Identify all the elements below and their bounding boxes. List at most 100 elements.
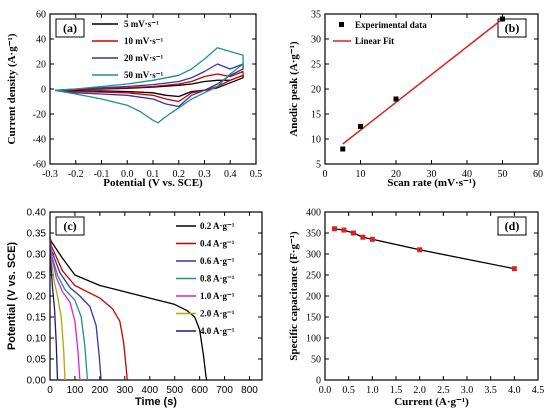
x-tick-label: -0.3 xyxy=(42,169,58,180)
series-line-2 xyxy=(49,237,102,381)
series-line-2 xyxy=(55,63,244,108)
y-tick-label: -40 xyxy=(33,135,46,146)
x-tick-label: 0.0 xyxy=(319,385,332,396)
y-tick-label: 0.00 xyxy=(27,376,47,387)
data-point xyxy=(417,247,423,253)
legend-label: 20 mV·s⁻¹ xyxy=(124,53,164,63)
legend-label: 2.0 A·g⁻¹ xyxy=(200,309,235,319)
x-tick-label: 0 xyxy=(323,169,328,180)
panel-label: (b) xyxy=(505,21,520,35)
data-point xyxy=(360,234,366,240)
x-tick-label: 500 xyxy=(166,385,183,396)
panel-label-box xyxy=(497,18,527,38)
x-tick-label: 4.5 xyxy=(532,385,545,396)
x-tick-label: -0.2 xyxy=(68,169,84,180)
series-line-4 xyxy=(49,237,81,381)
data-point xyxy=(340,146,346,152)
y-tick-label: 50 xyxy=(311,355,321,366)
x-tick-label: 200 xyxy=(92,385,109,396)
y-tick-label: 0.40 xyxy=(27,208,47,219)
y-tick-label: 40 xyxy=(36,35,46,46)
series-line-3 xyxy=(54,47,244,124)
panel-label-box xyxy=(55,216,85,236)
x-axis-label: Current (A·g⁻¹) xyxy=(394,396,469,408)
x-tick-label: 20 xyxy=(391,169,401,180)
x-tick-label: 700 xyxy=(216,385,233,396)
legend-label: Linear Fit xyxy=(355,36,394,46)
y-tick-label: 5 xyxy=(316,160,321,171)
x-tick-label: 4.0 xyxy=(508,385,521,396)
y-axis-label: Anodic peak (A·g⁻¹) xyxy=(288,41,300,137)
panel-b-anodic-peak: 0 10 20 30 40 50 60 5 10 15 20 25 30 35 Scan rate (mV·… xyxy=(288,10,543,190)
panel-c-discharge-curves: 0 100 200 300 400 500 600 700 800 0.00 0.05 0.10 0.1… xyxy=(6,208,263,408)
y-tick-label: 0.15 xyxy=(27,313,47,324)
y-tick-label: 20 xyxy=(36,60,46,71)
y-tick-label: 30 xyxy=(311,35,321,46)
x-tick-label: 10 xyxy=(356,169,366,180)
x-tick-label: 50 xyxy=(498,169,508,180)
x-tick-label: 2.0 xyxy=(413,385,426,396)
legend-label: 1.0 A·g⁻¹ xyxy=(200,291,235,301)
x-tick-label: 0.3 xyxy=(198,169,211,180)
legend-label: 0.6 A·g⁻¹ xyxy=(200,256,235,266)
y-axis-label: Potential (V vs. SCE) xyxy=(6,242,18,351)
x-axis-label: Potential (V vs. SCE) xyxy=(103,177,203,189)
x-tick-label: -0.1 xyxy=(94,169,110,180)
data-point xyxy=(358,124,363,129)
y-tick-label: 200 xyxy=(306,292,321,303)
y-tick-label: 15 xyxy=(311,110,321,121)
panel-label: (c) xyxy=(63,219,76,233)
y-axis-label: Specific capacitance (F·g⁻¹) xyxy=(288,231,300,361)
legend-label: 4.0 A·g⁻¹ xyxy=(200,326,235,336)
x-tick-label: 0.5 xyxy=(250,169,263,180)
x-tick-label: 0.2 xyxy=(173,169,186,180)
x-tick-label: 600 xyxy=(191,385,208,396)
series-line-0 xyxy=(49,237,208,381)
y-tick-label: 20 xyxy=(311,85,321,96)
data-point xyxy=(369,236,375,242)
legend-label: 0.4 A·g⁻¹ xyxy=(200,239,235,249)
x-tick-label: 400 xyxy=(141,385,158,396)
x-axis-label: Scan rate (mV·s⁻¹) xyxy=(387,177,476,189)
x-tick-label: 0.1 xyxy=(147,169,160,180)
x-tick-label: 0.0 xyxy=(121,169,134,180)
x-tick-label: 2.5 xyxy=(437,385,450,396)
data-point xyxy=(500,16,505,22)
x-tick-label: 40 xyxy=(462,169,472,180)
x-tick-label: 3.5 xyxy=(484,385,497,396)
y-tick-label: 25 xyxy=(311,60,321,71)
y-tick-label: 250 xyxy=(306,271,321,282)
data-point xyxy=(331,226,337,232)
y-tick-label: 0.10 xyxy=(27,334,47,345)
panel-label-box xyxy=(497,216,527,236)
x-tick-label: 0.5 xyxy=(342,385,355,396)
series-line-6 xyxy=(49,237,59,381)
data-point xyxy=(511,266,517,272)
panel-d-specific-capacitance: 0.0 0.5 1.0 1.5 2.0 2.5 3.0 3.5 4.0 4.5 0 50 100 150 2… xyxy=(288,208,544,409)
y-tick-label: -60 xyxy=(33,160,46,171)
data-point xyxy=(350,230,356,236)
legend-label: Experimental data xyxy=(355,20,427,30)
plot-frame xyxy=(324,211,539,381)
y-tick-label: 35 xyxy=(311,10,321,21)
panel-label-box xyxy=(55,18,85,38)
legend-swatch-points xyxy=(339,22,344,27)
y-tick-label: 10 xyxy=(311,135,321,146)
x-axis-label: Time (s) xyxy=(135,396,177,408)
y-tick-label: 0.05 xyxy=(27,355,47,366)
y-tick-label: 150 xyxy=(306,313,321,324)
x-tick-label: 0 xyxy=(47,385,53,396)
y-axis-label: Current density (A·g⁻¹) xyxy=(6,33,18,144)
legend-label: 0.2 A·g⁻¹ xyxy=(200,221,235,231)
y-tick-label: 0.20 xyxy=(27,292,47,303)
y-tick-label: 0 xyxy=(316,376,321,387)
data-point xyxy=(341,227,347,233)
y-tick-label: 350 xyxy=(306,229,321,240)
y-tick-label: 0.30 xyxy=(27,250,47,261)
y-tick-label: 0 xyxy=(41,85,46,96)
x-tick-label: 30 xyxy=(427,169,437,180)
y-tick-label: 400 xyxy=(306,208,321,219)
legend-label: 0.8 A·g⁻¹ xyxy=(200,274,235,284)
x-tick-label: 3.0 xyxy=(461,385,474,396)
